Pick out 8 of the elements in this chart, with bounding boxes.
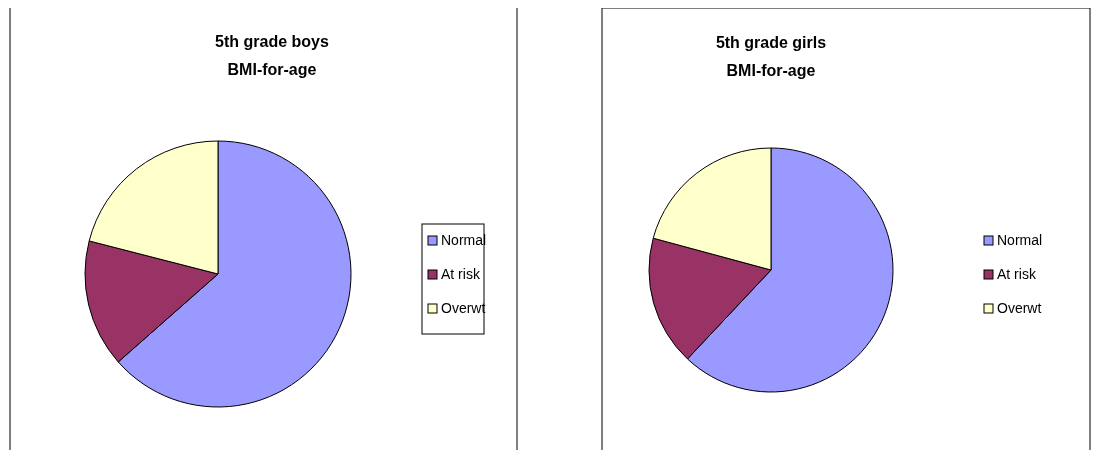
chart-title: 5th grade girls BMI-for-age	[715, 34, 827, 79]
legend-label: At risk	[997, 266, 1037, 282]
legend-label: Overwt	[997, 300, 1042, 316]
legend-label: Normal	[441, 232, 487, 248]
chart-title: 5th grade boys BMI-for-age	[215, 33, 329, 78]
legend-label: Normal	[997, 232, 1043, 248]
legend-label: Overwt	[441, 300, 486, 316]
legend-label: At risk	[441, 266, 481, 282]
